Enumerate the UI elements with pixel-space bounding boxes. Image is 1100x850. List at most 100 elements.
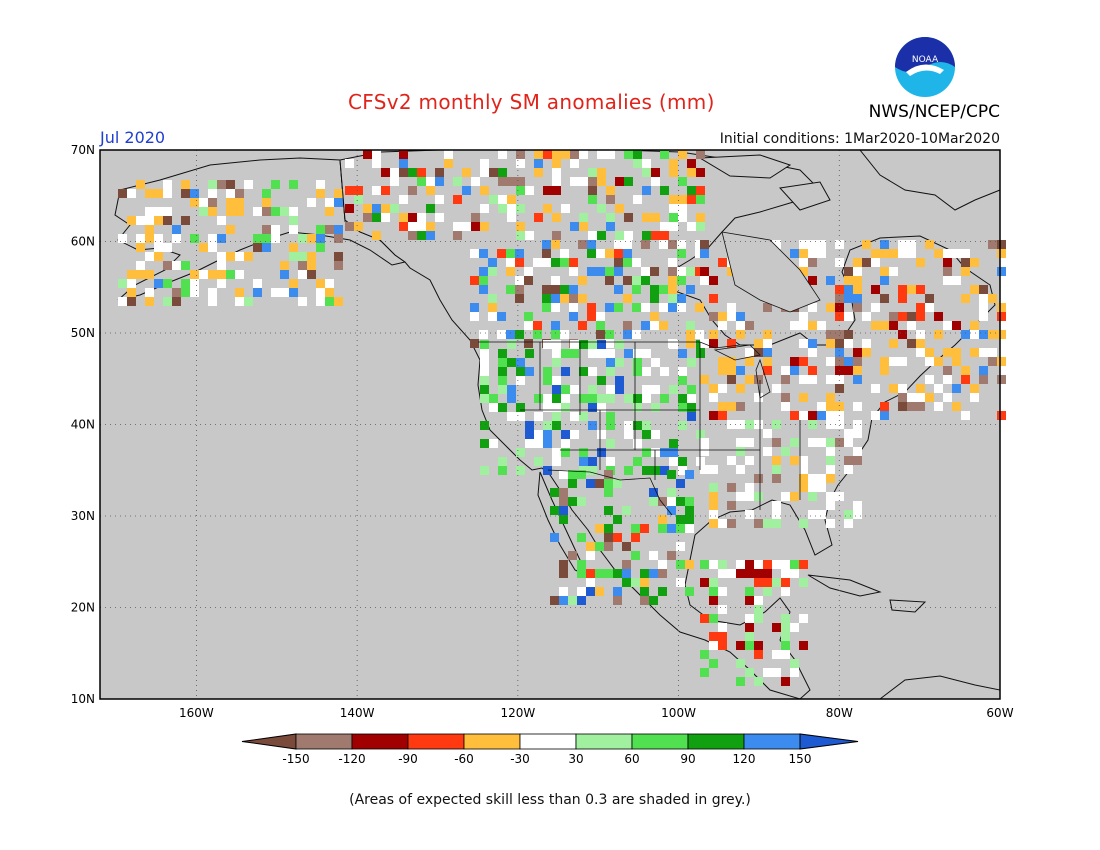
- anomaly-cell: [709, 501, 718, 510]
- anomaly-cell: [826, 393, 835, 402]
- anomaly-cell: [570, 412, 579, 421]
- anomaly-cell: [700, 560, 709, 569]
- anomaly-cell: [613, 587, 622, 596]
- anomaly-cell: [979, 348, 988, 357]
- anomaly-cell: [244, 180, 253, 189]
- anomaly-cell: [853, 303, 862, 312]
- lat-tick-label: 40N: [71, 418, 95, 432]
- anomaly-cell: [799, 375, 808, 384]
- anomaly-cell: [961, 375, 970, 384]
- anomaly-cell: [649, 569, 658, 578]
- anomaly-cell: [700, 465, 709, 474]
- anomaly-cell: [363, 204, 372, 213]
- anomaly-cell: [660, 367, 669, 376]
- anomaly-cell: [889, 249, 898, 258]
- anomaly-cell: [588, 177, 597, 186]
- anomaly-cell: [631, 551, 640, 560]
- anomaly-cell: [799, 312, 808, 321]
- anomaly-cell: [660, 466, 669, 475]
- anomaly-cell: [826, 519, 835, 528]
- anomaly-cell: [181, 288, 190, 297]
- anomaly-cell: [781, 569, 790, 578]
- anomaly-cell: [525, 186, 534, 195]
- anomaly-cell: [453, 177, 462, 186]
- colorbar-segment: [631, 733, 689, 750]
- lat-tick-label: 60N: [71, 235, 95, 249]
- anomaly-cell: [516, 159, 525, 168]
- anomaly-cell: [997, 303, 1006, 312]
- anomaly-cell: [524, 321, 533, 330]
- anomaly-cell: [763, 339, 772, 348]
- anomaly-cell: [808, 474, 817, 483]
- anomaly-cell: [559, 587, 568, 596]
- anomaly-cell: [686, 330, 695, 339]
- anomaly-cell: [754, 492, 763, 501]
- anomaly-cell: [700, 447, 709, 456]
- anomaly-cell: [934, 249, 943, 258]
- anomaly-cell: [488, 303, 497, 312]
- anomaly-cell: [745, 456, 754, 465]
- anomaly-cell: [640, 587, 649, 596]
- anomaly-cell: [642, 349, 651, 358]
- anomaly-cell: [480, 159, 489, 168]
- anomaly-cell: [997, 267, 1006, 276]
- anomaly-cell: [678, 213, 687, 222]
- anomaly-cell: [614, 249, 623, 258]
- anomaly-cell: [307, 198, 316, 207]
- anomaly-cell: [235, 288, 244, 297]
- anomaly-cell: [925, 357, 934, 366]
- anomaly-cell: [754, 339, 763, 348]
- anomaly-cell: [754, 393, 763, 402]
- anomaly-cell: [498, 177, 507, 186]
- anomaly-cell: [943, 267, 952, 276]
- anomaly-cell: [700, 276, 709, 285]
- anomaly-cell: [745, 587, 754, 596]
- anomaly-cell: [552, 385, 561, 394]
- anomaly-cell: [622, 578, 631, 587]
- anomaly-cell: [669, 439, 678, 448]
- anomaly-cell: [577, 560, 586, 569]
- anomaly-cell: [898, 402, 907, 411]
- anomaly-cell: [772, 384, 781, 393]
- skill-footnote: (Areas of expected skill less than 0.3 a…: [349, 792, 751, 808]
- colorbar-segment: [743, 733, 801, 750]
- anomaly-cell: [799, 267, 808, 276]
- anomaly-cell: [586, 569, 595, 578]
- anomaly-cell: [745, 560, 754, 569]
- anomaly-cell: [853, 429, 862, 438]
- anomaly-cell: [668, 294, 677, 303]
- anomaly-cell: [667, 524, 676, 533]
- anomaly-cell: [685, 524, 694, 533]
- anomaly-cell: [506, 330, 515, 339]
- anomaly-cell: [736, 384, 745, 393]
- anomaly-cell: [507, 412, 516, 421]
- anomaly-cell: [381, 204, 390, 213]
- anomaly-cell: [190, 279, 199, 288]
- anomaly-cell: [790, 659, 799, 668]
- anomaly-cell: [199, 207, 208, 216]
- lat-tick-label: 10N: [71, 692, 95, 706]
- anomaly-cell: [700, 668, 709, 677]
- anomaly-cell: [642, 186, 651, 195]
- anomaly-cell: [345, 222, 354, 231]
- anomaly-cell: [790, 411, 799, 420]
- anomaly-cell: [507, 213, 516, 222]
- anomaly-cell: [542, 240, 551, 249]
- anomaly-cell: [624, 349, 633, 358]
- anomaly-cell: [650, 285, 659, 294]
- anomaly-cell: [577, 533, 586, 542]
- anomaly-cell: [552, 457, 561, 466]
- anomaly-cell: [642, 213, 651, 222]
- anomaly-cell: [381, 168, 390, 177]
- anomaly-cell: [226, 252, 235, 261]
- anomaly-cell: [772, 560, 781, 569]
- anomaly-cell: [470, 303, 479, 312]
- anomaly-cell: [880, 249, 889, 258]
- anomaly-cell: [658, 524, 667, 533]
- anomaly-cell: [560, 330, 569, 339]
- anomaly-cell: [718, 569, 727, 578]
- anomaly-cell: [559, 515, 568, 524]
- anomaly-cell: [880, 294, 889, 303]
- anomaly-cell: [595, 524, 604, 533]
- anomaly-cell: [568, 470, 577, 479]
